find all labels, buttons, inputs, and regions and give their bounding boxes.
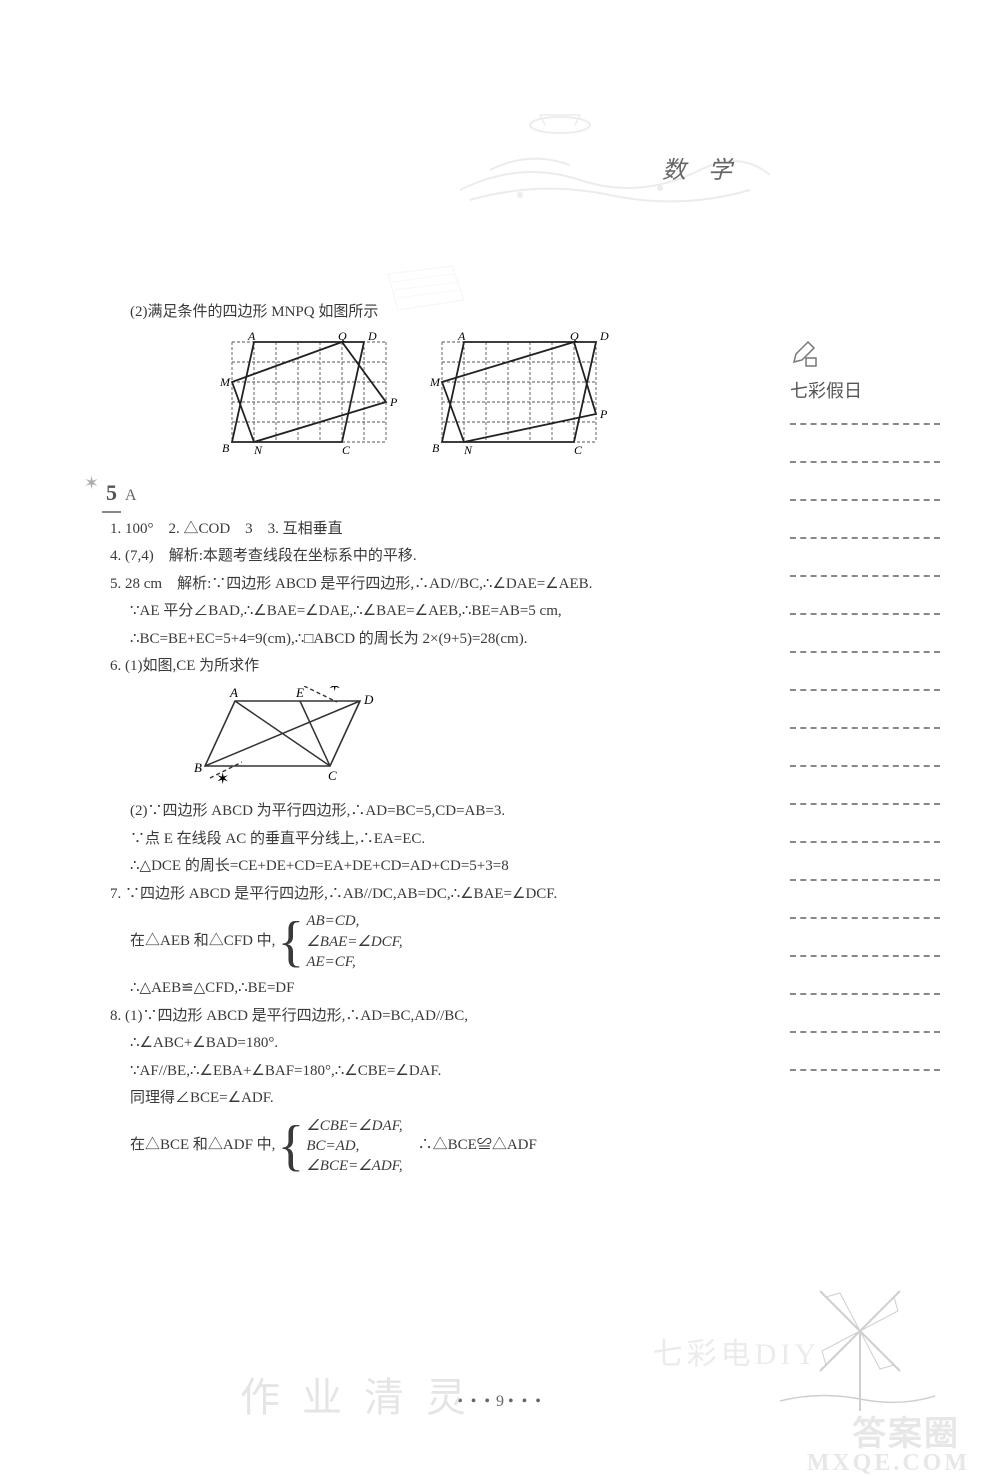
watermark-1: 作 业 清 灵: [240, 1365, 472, 1423]
problem-8e-suffix: ∴△BCE≌△ADF: [403, 1133, 537, 1159]
problem-5b: ∵AE 平分∠BAD,∴∠BAE=∠DAE,∴∠BAE=∠AEB,∴BE=AB=…: [110, 599, 720, 625]
problem-6a: 6. (1)如图,CE 为所求作: [110, 654, 720, 680]
note-line: [790, 955, 940, 957]
problem-6d: ∴△DCE 的周长=CE+DE+CD=EA+DE+CD=AD+CD=5+3=8: [110, 854, 720, 880]
svg-text:C: C: [342, 443, 351, 456]
problem-7b-lines: AB=CD,∠BAE=∠DCF,AE=CF,: [306, 911, 402, 972]
brace-line: AE=CF,: [306, 952, 402, 972]
star-icon: ✶: [84, 468, 99, 499]
svg-text:C: C: [328, 768, 337, 783]
problem-6b: (2)∵四边形 ABCD 为平行四边形,∴AD=BC=5,CD=AB=3.: [110, 799, 720, 825]
grid-figures: A Q D M P B N C A Q D M P B N C: [110, 332, 720, 456]
watermark-3: 答案圈: [852, 1406, 960, 1455]
pencil-icon: [790, 340, 818, 368]
note-line: [790, 1069, 940, 1071]
svg-text:M: M: [430, 375, 441, 389]
left-brace-icon: {: [277, 1118, 304, 1174]
brace-line: AB=CD,: [306, 911, 402, 931]
note-line: [790, 993, 940, 995]
svg-text:P: P: [599, 407, 608, 421]
svg-text:Q: Q: [570, 332, 579, 343]
svg-text:E: E: [295, 686, 304, 700]
problem-7b-prefix: 在△AEB 和△CFD 中,: [130, 929, 275, 955]
parallelogram-figure: A E ✶ D B ✶ C: [180, 686, 400, 786]
problem-7-system: 在△AEB 和△CFD 中, { AB=CD,∠BAE=∠DCF,AE=CF,: [110, 911, 720, 972]
watermark-2: 七彩电DIY: [653, 1329, 820, 1373]
note-line: [790, 613, 940, 615]
svg-text:B: B: [194, 760, 202, 775]
section-sub: A: [125, 482, 137, 509]
svg-text:N: N: [253, 443, 263, 456]
problem-8b: ∴∠ABC+∠BAD=180°.: [110, 1031, 720, 1057]
svg-text:A: A: [229, 686, 238, 700]
note-line: [790, 841, 940, 843]
svg-text:P: P: [389, 395, 398, 409]
footer-dots-right: • • •: [508, 1393, 543, 1410]
svg-text:D: D: [599, 332, 609, 343]
sidebar: 七彩假日: [790, 340, 940, 1107]
problem-1-3: 1. 100° 2. △COD 3 3. 互相垂直: [110, 517, 720, 543]
brace-line: ∠BCE=∠ADF,: [306, 1156, 402, 1176]
problem-5a: 5. 28 cm 解析:∵四边形 ABCD 是平行四边形,∴AD//BC,∴∠D…: [110, 572, 720, 598]
note-line: [790, 1031, 940, 1033]
sidebar-label: 七彩假日: [790, 377, 940, 403]
problem-8a: 8. (1)∵四边形 ABCD 是平行四边形,∴AD=BC,AD//BC,: [110, 1004, 720, 1030]
note-line: [790, 423, 940, 425]
watermark-4: MXQE.COM: [807, 1450, 970, 1477]
note-lines: [790, 423, 940, 1071]
note-line: [790, 879, 940, 881]
brace-line: BC=AD,: [306, 1136, 402, 1156]
section-number: 5: [102, 474, 121, 513]
problem-8d: 同理得∠BCE=∠ADF.: [110, 1086, 720, 1112]
section-badge: ✶ 5 A: [102, 474, 137, 513]
problem-5c: ∴BC=BE+EC=5+4=9(cm),∴□ABCD 的周长为 2×(9+5)=…: [110, 627, 720, 653]
page-header: 数 学: [0, 80, 1000, 220]
note-line: [790, 917, 940, 919]
svg-text:A: A: [247, 332, 256, 343]
left-brace-icon: {: [277, 914, 304, 970]
note-line: [790, 727, 940, 729]
problem-8e-prefix: 在△BCE 和△ADF 中,: [130, 1133, 275, 1159]
intro-text: (2)满足条件的四边形 MNPQ 如图所示: [110, 300, 720, 326]
svg-text:✶: ✶: [328, 686, 341, 695]
brace-line: ∠BAE=∠DCF,: [306, 932, 402, 952]
problem-4: 4. (7,4) 解析:本题考查线段在坐标系中的平移.: [110, 544, 720, 570]
svg-text:B: B: [432, 441, 440, 455]
svg-text:B: B: [222, 441, 230, 455]
problem-8e-lines: ∠CBE=∠DAF,BC=AD,∠BCE=∠ADF,: [306, 1116, 402, 1177]
grid-fig-2: A Q D M P B N C: [430, 332, 610, 456]
note-line: [790, 537, 940, 539]
grid-fig-1: A Q D M P B N C: [220, 332, 400, 456]
svg-text:M: M: [220, 375, 231, 389]
note-line: [790, 765, 940, 767]
brace-line: ∠CBE=∠DAF,: [306, 1116, 402, 1136]
problem-8c: ∵AF//BE,∴∠EBA+∠BAF=180°,∴∠CBE=∠DAF.: [110, 1059, 720, 1085]
svg-text:D: D: [363, 692, 374, 707]
svg-text:A: A: [457, 332, 466, 343]
svg-text:Q: Q: [338, 332, 347, 343]
svg-text:C: C: [574, 443, 583, 456]
problem-8-system: 在△BCE 和△ADF 中, { ∠CBE=∠DAF,BC=AD,∠BCE=∠A…: [110, 1116, 720, 1177]
header-title: 数 学: [662, 150, 740, 185]
main-content: (2)满足条件的四边形 MNPQ 如图所示 A Q D M P B N C A Q D M P B N C …: [110, 300, 720, 1180]
note-line: [790, 575, 940, 577]
note-line: [790, 499, 940, 501]
note-line: [790, 651, 940, 653]
problem-7c: ∴△AEB≌△CFD,∴BE=DF: [110, 976, 720, 1002]
page-number: 9: [496, 1393, 504, 1410]
svg-text:✶: ✶: [216, 771, 229, 786]
note-line: [790, 461, 940, 463]
note-line: [790, 689, 940, 691]
problem-7a: 7. ∵四边形 ABCD 是平行四边形,∴AB//DC,AB=DC,∴∠BAE=…: [110, 882, 720, 908]
svg-text:N: N: [463, 443, 473, 456]
svg-text:D: D: [367, 332, 377, 343]
problem-6c: ∵点 E 在线段 AC 的垂直平分线上,∴EA=EC.: [110, 827, 720, 853]
note-line: [790, 803, 940, 805]
